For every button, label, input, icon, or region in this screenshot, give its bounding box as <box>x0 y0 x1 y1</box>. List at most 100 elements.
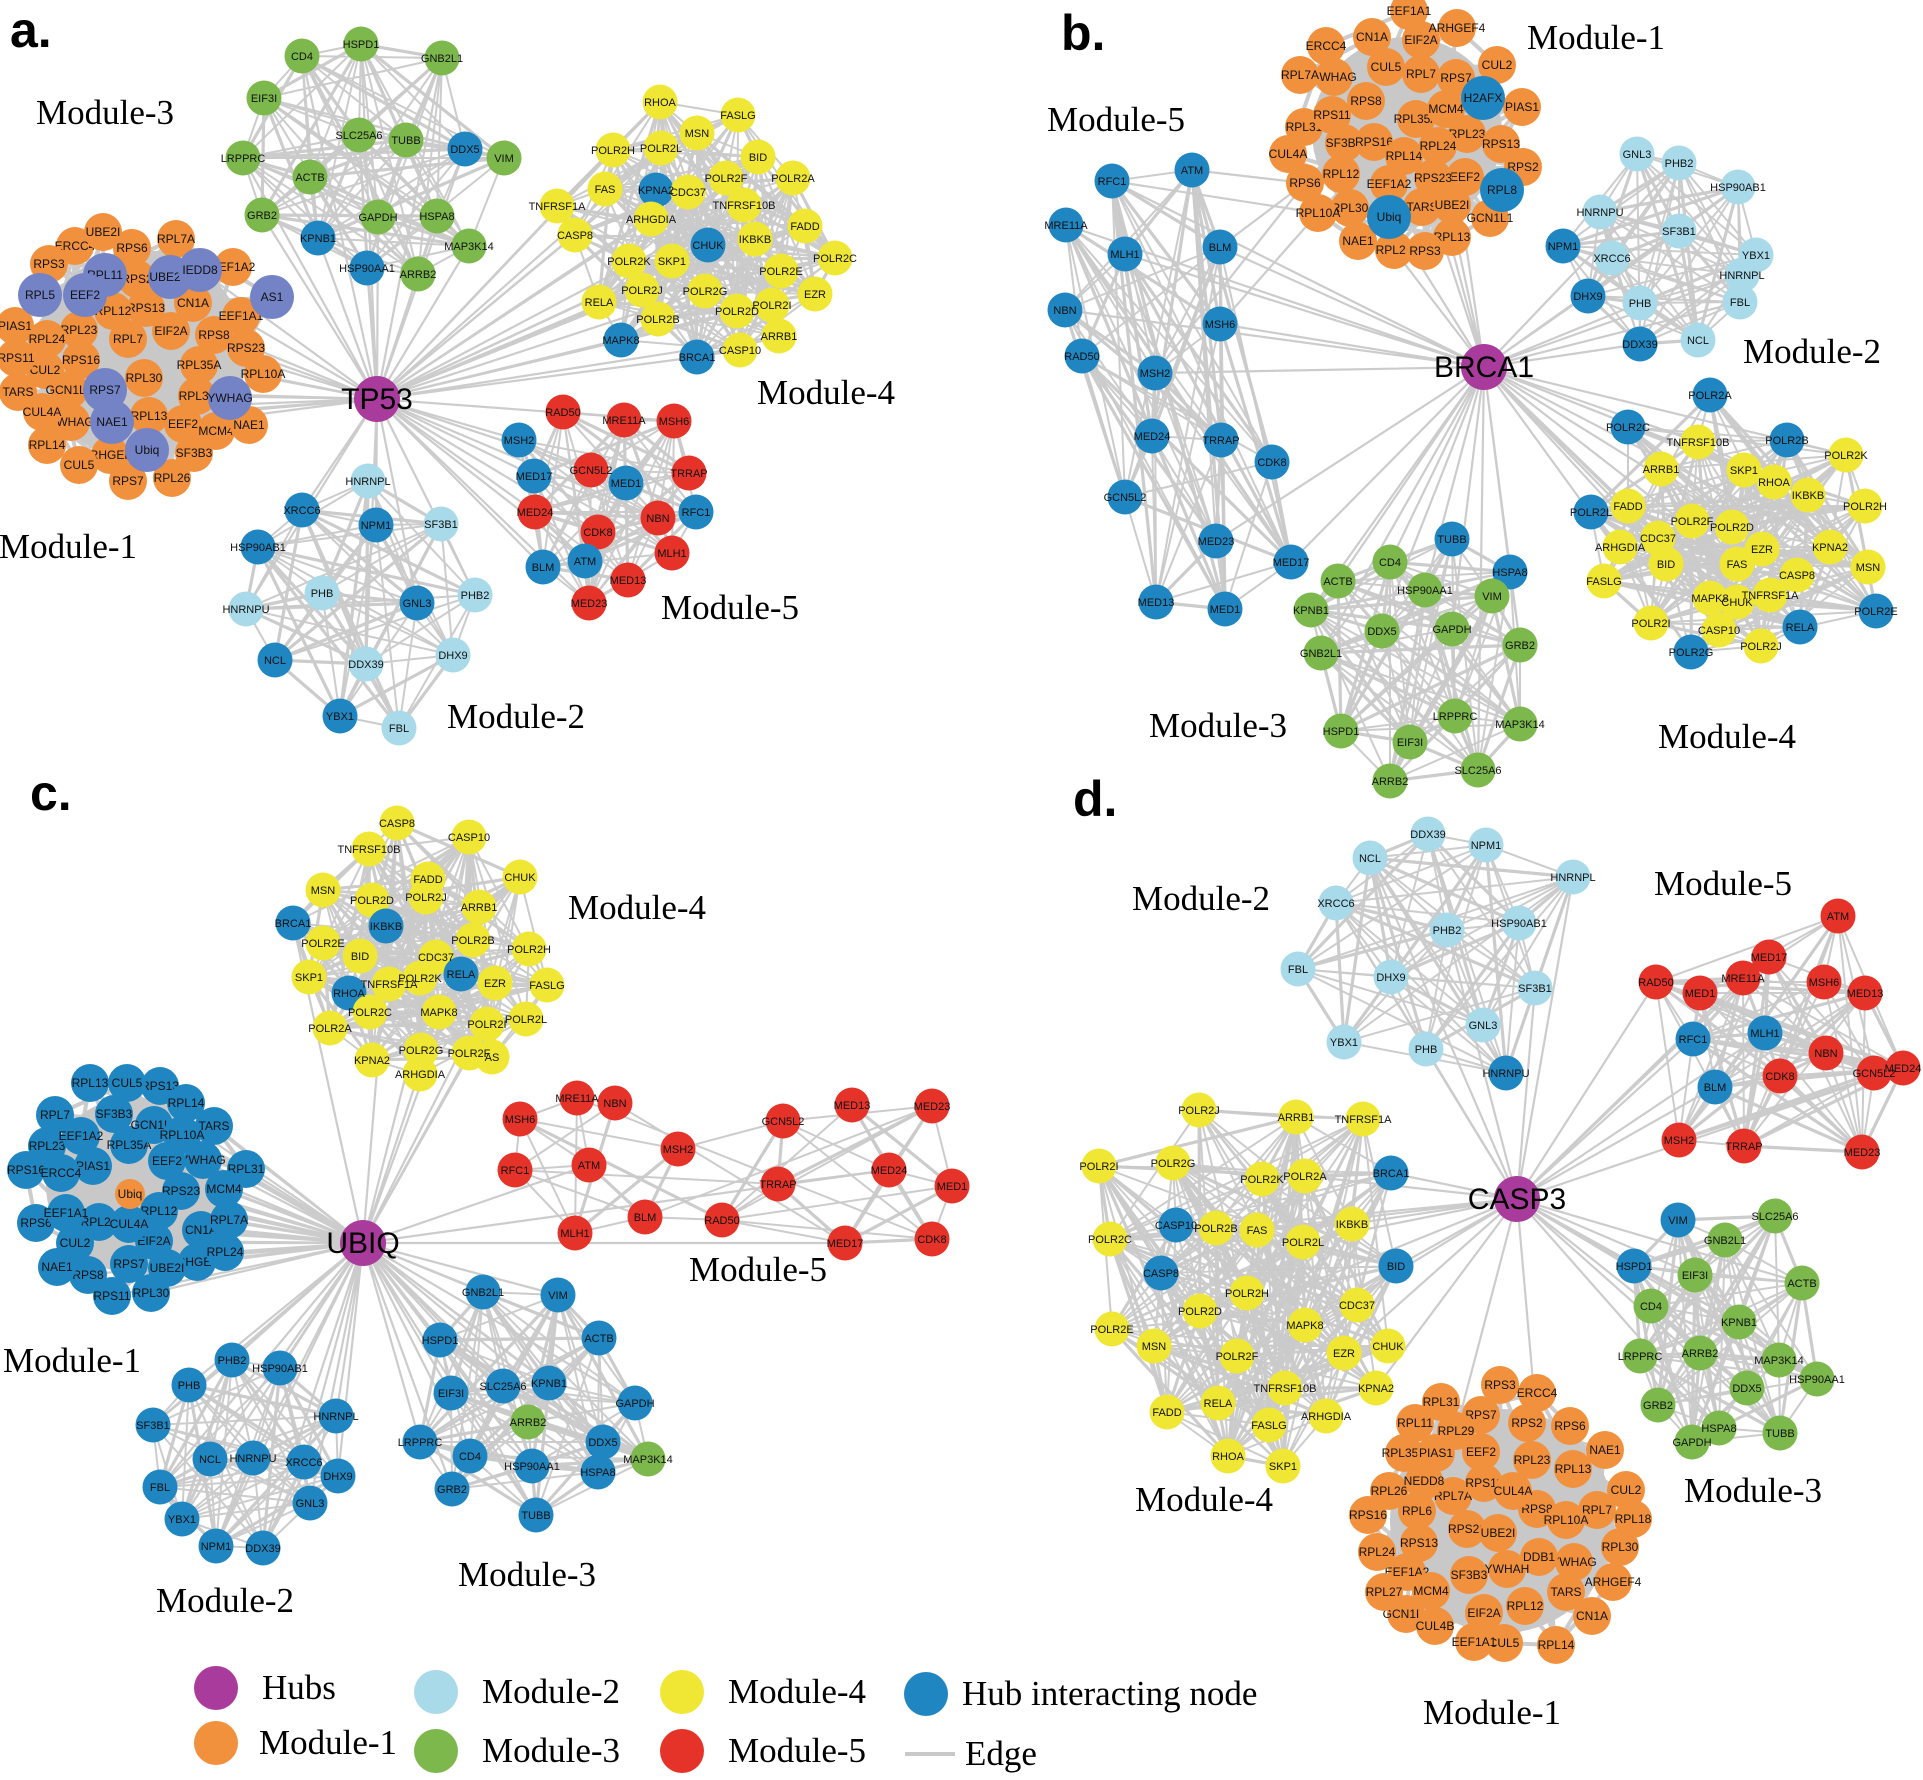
svg-text:RPL11: RPL11 <box>1397 1416 1433 1430</box>
svg-text:Module-2: Module-2 <box>1132 879 1270 918</box>
svg-text:NCL: NCL <box>264 655 286 667</box>
svg-text:RPS13: RPS13 <box>127 301 165 315</box>
svg-text:RPL18: RPL18 <box>1615 1512 1652 1526</box>
svg-text:MRE11A: MRE11A <box>602 415 646 427</box>
svg-text:RPS16: RPS16 <box>62 353 100 367</box>
svg-text:ARRB2: ARRB2 <box>1682 1348 1719 1360</box>
svg-text:TNFRSF10B: TNFRSF10B <box>1667 437 1730 449</box>
svg-text:CASP10: CASP10 <box>448 832 490 844</box>
svg-text:TP53: TP53 <box>341 383 413 416</box>
svg-text:HSP90AA1: HSP90AA1 <box>1397 585 1453 597</box>
svg-text:HSPA8: HSPA8 <box>419 211 454 223</box>
svg-text:ARRB2: ARRB2 <box>510 1417 547 1429</box>
svg-text:NEDD8: NEDD8 <box>1404 1474 1445 1488</box>
svg-text:GCN1L1: GCN1L1 <box>1467 211 1514 225</box>
svg-text:RPS23: RPS23 <box>1448 1522 1486 1536</box>
svg-text:RPL12: RPL12 <box>1323 167 1360 181</box>
svg-text:VIM: VIM <box>548 1290 568 1302</box>
svg-text:RPL12: RPL12 <box>141 1204 178 1218</box>
svg-text:HNRNPL: HNRNPL <box>345 476 390 488</box>
svg-text:FAS: FAS <box>1727 559 1748 571</box>
svg-text:MRE11A: MRE11A <box>1721 973 1765 985</box>
svg-text:SF3B3: SF3B3 <box>96 1107 133 1121</box>
svg-text:Module-1: Module-1 <box>259 1723 397 1762</box>
svg-text:RPL23: RPL23 <box>61 323 98 337</box>
svg-text:EEF1A2: EEF1A2 <box>1385 1565 1430 1579</box>
svg-text:GAPDH: GAPDH <box>1432 624 1471 636</box>
svg-text:RPL14: RPL14 <box>29 438 66 452</box>
svg-text:MSH2: MSH2 <box>663 1144 694 1156</box>
svg-text:UBE2I: UBE2I <box>1481 1526 1516 1540</box>
svg-text:b.: b. <box>1061 5 1105 61</box>
svg-text:GAPDH: GAPDH <box>358 212 397 224</box>
svg-text:DDX5: DDX5 <box>450 144 479 156</box>
svg-text:RPL30: RPL30 <box>133 1286 170 1300</box>
svg-text:GRB2: GRB2 <box>437 1484 467 1496</box>
svg-text:RPL24: RPL24 <box>207 1245 244 1259</box>
svg-text:YBX1: YBX1 <box>326 711 354 723</box>
svg-text:POLR2B: POLR2B <box>1194 1223 1237 1235</box>
svg-text:YWHAH: YWHAH <box>1485 1562 1530 1576</box>
svg-text:HSPD1: HSPD1 <box>422 1335 459 1347</box>
svg-text:RPS16: RPS16 <box>1349 1508 1387 1522</box>
svg-text:MLH1: MLH1 <box>560 1228 589 1240</box>
svg-text:RPS2: RPS2 <box>1507 160 1539 174</box>
svg-text:ERCC4: ERCC4 <box>1517 1386 1558 1400</box>
svg-text:MCM4: MCM4 <box>1428 102 1464 116</box>
svg-text:GCN5L2: GCN5L2 <box>1853 1068 1896 1080</box>
svg-text:RPL14: RPL14 <box>1386 149 1423 163</box>
svg-text:EZR: EZR <box>804 289 826 301</box>
svg-text:GAPDH: GAPDH <box>615 1398 654 1410</box>
svg-text:CN1A: CN1A <box>1356 30 1388 44</box>
svg-text:EZR: EZR <box>1333 1348 1355 1360</box>
svg-text:NBN: NBN <box>1814 1048 1837 1060</box>
svg-text:CHUK: CHUK <box>1372 1341 1404 1353</box>
svg-text:RPL10A: RPL10A <box>160 1128 205 1142</box>
svg-text:CN1A: CN1A <box>1576 1609 1608 1623</box>
svg-text:CUL5: CUL5 <box>112 1076 143 1090</box>
svg-text:RPL5: RPL5 <box>25 288 55 302</box>
svg-text:ERCC4: ERCC4 <box>1306 39 1347 53</box>
svg-text:RPL26: RPL26 <box>1376 243 1413 257</box>
svg-text:Hub interacting node: Hub interacting node <box>962 1674 1257 1713</box>
svg-text:RHOA: RHOA <box>1212 1451 1244 1463</box>
svg-text:POLR2J: POLR2J <box>1740 641 1782 653</box>
svg-text:EIF2A: EIF2A <box>137 1234 170 1248</box>
svg-text:YWHAG: YWHAG <box>1311 70 1356 84</box>
svg-text:EEF1A2: EEF1A2 <box>1367 177 1412 191</box>
svg-text:CUL2: CUL2 <box>1482 58 1513 72</box>
svg-text:RPL31: RPL31 <box>179 389 216 403</box>
svg-text:GRB2: GRB2 <box>1643 1400 1673 1412</box>
svg-text:ARRB1: ARRB1 <box>1278 1112 1315 1124</box>
svg-text:LRPPRC: LRPPRC <box>398 1437 443 1449</box>
svg-text:MED23: MED23 <box>1198 536 1235 548</box>
svg-text:CUL4A: CUL4A <box>1269 147 1308 161</box>
svg-text:RPL14: RPL14 <box>1538 1638 1575 1652</box>
svg-text:RPL31: RPL31 <box>1423 1395 1460 1409</box>
svg-text:ARHGEF4: ARHGEF4 <box>1585 1575 1642 1589</box>
svg-text:ARRB1: ARRB1 <box>461 902 498 914</box>
svg-text:CHUK: CHUK <box>1721 597 1753 609</box>
svg-text:MAPK8: MAPK8 <box>1691 593 1728 605</box>
svg-text:RFC1: RFC1 <box>1098 176 1127 188</box>
svg-text:RPL24: RPL24 <box>1359 1545 1396 1559</box>
svg-text:POLR2C: POLR2C <box>813 253 857 265</box>
svg-text:RPS7: RPS7 <box>1465 1408 1497 1422</box>
svg-text:DDX39: DDX39 <box>1410 829 1445 841</box>
svg-text:KPNB1: KPNB1 <box>300 233 336 245</box>
svg-text:NPM1: NPM1 <box>1471 840 1502 852</box>
svg-text:POLR2L: POLR2L <box>1570 507 1612 519</box>
svg-text:RPS16: RPS16 <box>7 1163 45 1177</box>
svg-text:CDC37: CDC37 <box>1640 533 1676 545</box>
svg-text:CUL5: CUL5 <box>64 458 95 472</box>
svg-text:CUL4A: CUL4A <box>23 405 62 419</box>
svg-text:RPS11: RPS11 <box>1465 1476 1502 1490</box>
svg-text:POLR2E: POLR2E <box>301 938 344 950</box>
svg-text:BID: BID <box>1657 559 1675 571</box>
svg-text:MED23: MED23 <box>1844 1147 1881 1159</box>
svg-text:NCL: NCL <box>1359 853 1381 865</box>
svg-text:RPL7: RPL7 <box>1582 1503 1612 1517</box>
svg-text:NCL: NCL <box>199 1454 221 1466</box>
svg-text:DDB1: DDB1 <box>1523 1550 1555 1564</box>
svg-text:RPS16: RPS16 <box>1355 135 1393 149</box>
